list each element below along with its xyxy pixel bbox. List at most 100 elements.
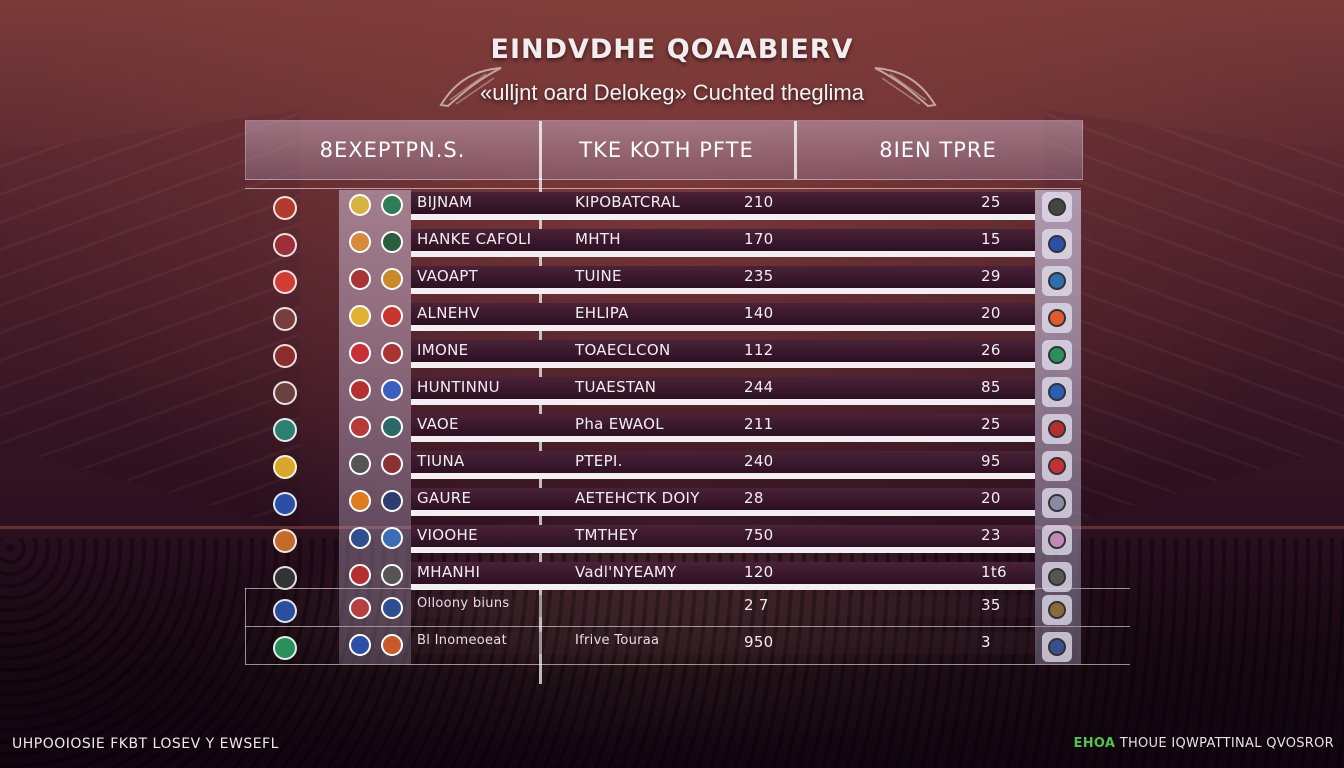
team-points: 211 (744, 415, 774, 433)
team-points: 950 (744, 633, 774, 651)
team-logo-icon (349, 379, 371, 401)
team-crest-icon (381, 194, 403, 216)
table-row[interactable]: ALNEHV EHLIPA 140 20 (339, 299, 1035, 335)
row-bar (411, 340, 1035, 368)
team-logo-icon (349, 194, 371, 216)
emblem-icon (1042, 229, 1072, 259)
team-location: TOAECLCON (575, 341, 671, 359)
team-name: MHANHI (417, 563, 481, 581)
row-bar (411, 229, 1035, 257)
club-badge-icon (273, 455, 297, 479)
page-title: EINDVDHE QOAABIERV (490, 34, 854, 65)
table-header: 8EXEPTPN.S. TKE KOTH PFTE 8IEN TPRE (245, 120, 1083, 180)
team-name: GAURE (417, 489, 472, 507)
club-badge-icon (273, 636, 297, 660)
team-crest-icon (381, 416, 403, 438)
team-location: PTEPI. (575, 452, 623, 470)
team-points: 28 (744, 489, 764, 507)
club-badge-icon (273, 529, 297, 553)
table-row[interactable]: BIJNAM KIPOBATCRAL 210 25 (339, 188, 1035, 224)
team-logo-icon (349, 453, 371, 475)
table-line (245, 626, 1130, 627)
emblem-mark-icon (1048, 531, 1066, 549)
row-bar (411, 414, 1035, 442)
team-location: Vadl'NYEAMY (575, 563, 677, 581)
team-crest-icon (381, 564, 403, 586)
team-points: 140 (744, 304, 774, 322)
team-rank: 20 (981, 304, 1001, 322)
emblem-icon (1042, 192, 1072, 222)
team-location: Pha EWAOL (575, 415, 664, 433)
table-row[interactable]: VAOE Pha EWAOL 211 25 (339, 410, 1035, 446)
table-top-line (245, 188, 1081, 189)
team-points: 240 (744, 452, 774, 470)
footer-accent: EHOA (1073, 736, 1116, 751)
team-name: HUNTINNU (417, 378, 500, 396)
emblem-mark-icon (1048, 457, 1066, 475)
emblem-mark-icon (1048, 568, 1066, 586)
team-logo-icon (349, 527, 371, 549)
emblem-mark-icon (1048, 198, 1066, 216)
team-name: ALNEHV (417, 304, 480, 322)
club-badge-icon (273, 418, 297, 442)
team-points: 235 (744, 267, 774, 285)
team-name: VIOOHE (417, 526, 478, 544)
footer-credit: EHOA THOUE IQWPATTINAL QVOSROR (1074, 736, 1334, 751)
team-logo-icon (349, 490, 371, 512)
team-points: 244 (744, 378, 774, 396)
column-header-1[interactable]: 8EXEPTPN.S. (319, 138, 466, 162)
team-name: Olloony biuns (417, 596, 510, 611)
table-row[interactable]: HUNTINNU TUAESTAN 244 85 (339, 373, 1035, 409)
emblem-mark-icon (1048, 235, 1066, 253)
team-location: TUAESTAN (575, 378, 657, 396)
footer-caption: UHPOOIOSIE FKBT LOSEV Y EWSEFL (12, 736, 279, 752)
team-location: TUINE (575, 267, 622, 285)
column-header-3[interactable]: 8IEN TPRE (879, 138, 997, 162)
team-logo-icon (349, 634, 371, 656)
row-bar (411, 266, 1035, 294)
table-row[interactable]: VIOOHE TMTHEY 750 23 (339, 521, 1035, 557)
emblem-mark-icon (1048, 346, 1066, 364)
club-badge-icon (273, 599, 297, 623)
emblem-icon (1042, 377, 1072, 407)
team-location: TMTHEY (575, 526, 638, 544)
table-row[interactable]: Bl Inomeoeat Ifrive Touraa 950 3 (339, 628, 1035, 664)
team-crest-icon (381, 342, 403, 364)
emblem-mark-icon (1048, 601, 1066, 619)
row-bar (411, 488, 1035, 516)
column-header-2[interactable]: TKE KOTH PFTE (579, 138, 754, 162)
team-name: TIUNA (417, 452, 465, 470)
table-row[interactable]: Olloony biuns 2 7 35 (339, 591, 1035, 627)
team-name: BIJNAM (417, 193, 473, 211)
table-row[interactable]: MHANHI Vadl'NYEAMY 120 1t6 (339, 558, 1035, 594)
club-badge-icon (273, 566, 297, 590)
row-bar (411, 525, 1035, 553)
table-row[interactable]: TIUNA PTEPI. 240 95 (339, 447, 1035, 483)
row-bar (411, 562, 1035, 590)
table-row[interactable]: IMONE TOAECLCON 112 26 (339, 336, 1035, 372)
column-separator (794, 121, 797, 179)
club-badge-icon (273, 492, 297, 516)
table-row[interactable]: HANKE CAFOLI MHTH 170 15 (339, 225, 1035, 261)
team-rank: 25 (981, 193, 1001, 211)
club-badge-icon (273, 307, 297, 331)
feather-right-icon (874, 67, 937, 108)
team-logo-icon (349, 597, 371, 619)
team-name: Bl Inomeoeat (417, 633, 507, 648)
team-logo-icon (349, 268, 371, 290)
team-name: IMONE (417, 341, 469, 359)
team-logo-icon (349, 564, 371, 586)
team-rank: 25 (981, 415, 1001, 433)
team-crest-icon (381, 597, 403, 619)
team-location: MHTH (575, 230, 621, 248)
row-bar (411, 451, 1035, 479)
team-rank: 20 (981, 489, 1001, 507)
table-row[interactable]: VAOAPT TUINE 235 29 (339, 262, 1035, 298)
team-rank: 85 (981, 378, 1001, 396)
team-name: VAOAPT (417, 267, 479, 285)
team-location: AETEHCTK DOIY (575, 489, 700, 507)
team-points: 2 7 (744, 596, 769, 614)
team-crest-icon (381, 379, 403, 401)
table-row[interactable]: GAURE AETEHCTK DOIY 28 20 (339, 484, 1035, 520)
team-rank: 15 (981, 230, 1001, 248)
